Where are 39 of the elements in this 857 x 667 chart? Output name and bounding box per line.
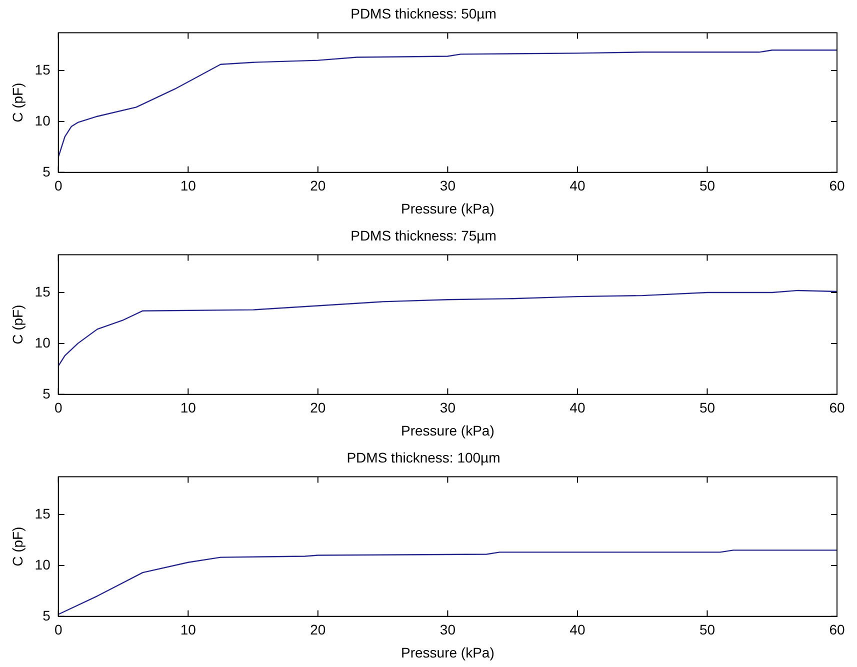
x-tick-label: 50	[699, 400, 716, 416]
chart-title: PDMS thickness: 50µm	[350, 5, 496, 22]
y-tick-label: 5	[42, 607, 51, 624]
x-axis-title: Pressure (kPa)	[401, 422, 494, 438]
x-tick-label: 0	[54, 400, 62, 416]
chart-title: PDMS thickness: 75µm	[350, 227, 496, 244]
y-tick-label: 15	[34, 505, 51, 522]
x-axis-title: Pressure (kPa)	[401, 644, 494, 660]
x-tick-label: 30	[440, 400, 456, 416]
y-axis-title: C (pF)	[9, 526, 26, 566]
y-tick-label: 15	[34, 283, 51, 300]
x-tick-label: 20	[310, 622, 326, 638]
chart-title: PDMS thickness: 100µm	[346, 449, 500, 466]
x-tick-label: 10	[180, 400, 196, 416]
y-tick-label: 5	[42, 385, 51, 402]
x-tick-label: 30	[440, 622, 456, 638]
y-tick-label: 15	[34, 61, 51, 78]
y-axis-title: C (pF)	[9, 304, 26, 344]
x-tick-label: 0	[54, 622, 62, 638]
x-tick-label: 10	[180, 622, 196, 638]
x-tick-label: 0	[54, 178, 62, 194]
x-tick-label: 40	[570, 178, 586, 194]
x-tick-label: 20	[310, 178, 326, 194]
x-tick-label: 30	[440, 178, 456, 194]
x-tick-label: 20	[310, 400, 326, 416]
x-axis-title: Pressure (kPa)	[401, 200, 494, 216]
x-tick-label: 40	[570, 622, 586, 638]
x-tick-label: 40	[570, 400, 586, 416]
y-tick-label: 10	[34, 334, 51, 350]
y-tick-label: 10	[34, 112, 51, 128]
y-tick-label: 10	[34, 556, 51, 572]
x-tick-label: 10	[180, 178, 196, 194]
x-tick-label: 50	[699, 622, 716, 638]
x-tick-label: 50	[699, 178, 716, 194]
y-tick-label: 5	[42, 163, 51, 180]
y-axis-title: C (pF)	[9, 82, 26, 122]
x-tick-label: 60	[829, 622, 845, 638]
x-tick-label: 60	[829, 400, 845, 416]
x-tick-label: 60	[829, 178, 845, 194]
